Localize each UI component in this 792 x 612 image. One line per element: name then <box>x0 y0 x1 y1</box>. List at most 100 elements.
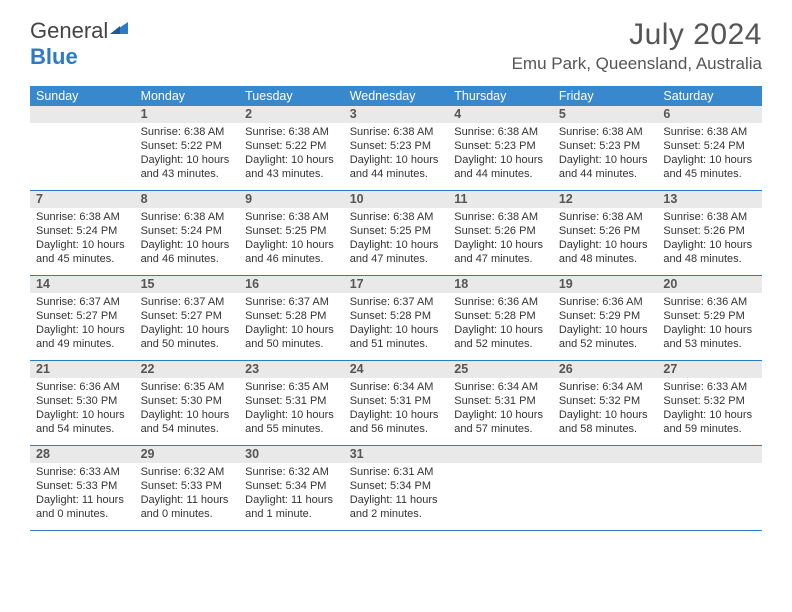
day-cell <box>553 446 658 530</box>
daylight-text: Daylight: 10 hours and 57 minutes. <box>454 408 547 436</box>
day-cell: 9Sunrise: 6:38 AMSunset: 5:25 PMDaylight… <box>239 191 344 275</box>
daylight-text: Daylight: 10 hours and 48 minutes. <box>663 238 756 266</box>
sunrise-text: Sunrise: 6:38 AM <box>141 125 234 139</box>
daylight-text: Daylight: 11 hours and 1 minute. <box>245 493 338 521</box>
sunset-text: Sunset: 5:27 PM <box>141 309 234 323</box>
day-number: 23 <box>239 361 344 378</box>
day-cell: 2Sunrise: 6:38 AMSunset: 5:22 PMDaylight… <box>239 106 344 190</box>
day-cell: 5Sunrise: 6:38 AMSunset: 5:23 PMDaylight… <box>553 106 658 190</box>
day-body <box>30 123 135 129</box>
day-number: 29 <box>135 446 240 463</box>
sunrise-text: Sunrise: 6:34 AM <box>454 380 547 394</box>
day-cell <box>30 106 135 190</box>
sunset-text: Sunset: 5:23 PM <box>559 139 652 153</box>
day-cell: 6Sunrise: 6:38 AMSunset: 5:24 PMDaylight… <box>657 106 762 190</box>
daylight-text: Daylight: 10 hours and 52 minutes. <box>454 323 547 351</box>
day-body: Sunrise: 6:38 AMSunset: 5:26 PMDaylight:… <box>448 208 553 270</box>
day-cell: 14Sunrise: 6:37 AMSunset: 5:27 PMDayligh… <box>30 276 135 360</box>
sunset-text: Sunset: 5:24 PM <box>141 224 234 238</box>
day-body: Sunrise: 6:38 AMSunset: 5:22 PMDaylight:… <box>135 123 240 185</box>
day-number: 24 <box>344 361 449 378</box>
day-cell: 8Sunrise: 6:38 AMSunset: 5:24 PMDaylight… <box>135 191 240 275</box>
daylight-text: Daylight: 10 hours and 49 minutes. <box>36 323 129 351</box>
day-cell: 17Sunrise: 6:37 AMSunset: 5:28 PMDayligh… <box>344 276 449 360</box>
daylight-text: Daylight: 10 hours and 43 minutes. <box>141 153 234 181</box>
week-row: 7Sunrise: 6:38 AMSunset: 5:24 PMDaylight… <box>30 191 762 276</box>
day-body: Sunrise: 6:37 AMSunset: 5:28 PMDaylight:… <box>344 293 449 355</box>
daylight-text: Daylight: 10 hours and 50 minutes. <box>141 323 234 351</box>
logo-text: GeneralBlue <box>30 18 128 70</box>
daylight-text: Daylight: 10 hours and 48 minutes. <box>559 238 652 266</box>
sunrise-text: Sunrise: 6:38 AM <box>663 210 756 224</box>
day-body: Sunrise: 6:33 AMSunset: 5:32 PMDaylight:… <box>657 378 762 440</box>
sunset-text: Sunset: 5:31 PM <box>245 394 338 408</box>
sunset-text: Sunset: 5:26 PM <box>663 224 756 238</box>
day-cell: 25Sunrise: 6:34 AMSunset: 5:31 PMDayligh… <box>448 361 553 445</box>
sunrise-text: Sunrise: 6:36 AM <box>36 380 129 394</box>
dow-monday: Monday <box>135 86 240 106</box>
daylight-text: Daylight: 10 hours and 59 minutes. <box>663 408 756 436</box>
day-cell: 20Sunrise: 6:36 AMSunset: 5:29 PMDayligh… <box>657 276 762 360</box>
day-number: 10 <box>344 191 449 208</box>
sunrise-text: Sunrise: 6:35 AM <box>141 380 234 394</box>
day-body: Sunrise: 6:36 AMSunset: 5:29 PMDaylight:… <box>657 293 762 355</box>
day-body: Sunrise: 6:38 AMSunset: 5:24 PMDaylight:… <box>135 208 240 270</box>
weeks-container: 1Sunrise: 6:38 AMSunset: 5:22 PMDaylight… <box>30 106 762 531</box>
day-cell: 30Sunrise: 6:32 AMSunset: 5:34 PMDayligh… <box>239 446 344 530</box>
sunrise-text: Sunrise: 6:38 AM <box>245 210 338 224</box>
sunrise-text: Sunrise: 6:38 AM <box>559 210 652 224</box>
day-number <box>657 446 762 463</box>
daylight-text: Daylight: 10 hours and 46 minutes. <box>245 238 338 266</box>
dow-tuesday: Tuesday <box>239 86 344 106</box>
day-body: Sunrise: 6:35 AMSunset: 5:31 PMDaylight:… <box>239 378 344 440</box>
sunrise-text: Sunrise: 6:38 AM <box>245 125 338 139</box>
week-row: 1Sunrise: 6:38 AMSunset: 5:22 PMDaylight… <box>30 106 762 191</box>
day-number: 5 <box>553 106 658 123</box>
sunrise-text: Sunrise: 6:38 AM <box>559 125 652 139</box>
day-cell: 19Sunrise: 6:36 AMSunset: 5:29 PMDayligh… <box>553 276 658 360</box>
daylight-text: Daylight: 10 hours and 43 minutes. <box>245 153 338 181</box>
day-number: 22 <box>135 361 240 378</box>
day-number: 15 <box>135 276 240 293</box>
day-number: 21 <box>30 361 135 378</box>
day-number <box>448 446 553 463</box>
sunset-text: Sunset: 5:30 PM <box>141 394 234 408</box>
daylight-text: Daylight: 10 hours and 45 minutes. <box>663 153 756 181</box>
sunrise-text: Sunrise: 6:38 AM <box>141 210 234 224</box>
sunrise-text: Sunrise: 6:38 AM <box>454 125 547 139</box>
daylight-text: Daylight: 10 hours and 46 minutes. <box>141 238 234 266</box>
day-number: 25 <box>448 361 553 378</box>
sunrise-text: Sunrise: 6:31 AM <box>350 465 443 479</box>
daylight-text: Daylight: 10 hours and 44 minutes. <box>559 153 652 181</box>
day-body: Sunrise: 6:38 AMSunset: 5:25 PMDaylight:… <box>344 208 449 270</box>
day-cell: 27Sunrise: 6:33 AMSunset: 5:32 PMDayligh… <box>657 361 762 445</box>
day-cell: 10Sunrise: 6:38 AMSunset: 5:25 PMDayligh… <box>344 191 449 275</box>
daylight-text: Daylight: 10 hours and 51 minutes. <box>350 323 443 351</box>
day-cell: 16Sunrise: 6:37 AMSunset: 5:28 PMDayligh… <box>239 276 344 360</box>
dow-saturday: Saturday <box>657 86 762 106</box>
day-body: Sunrise: 6:32 AMSunset: 5:33 PMDaylight:… <box>135 463 240 525</box>
day-number <box>553 446 658 463</box>
sunset-text: Sunset: 5:27 PM <box>36 309 129 323</box>
daylight-text: Daylight: 10 hours and 56 minutes. <box>350 408 443 436</box>
day-cell <box>448 446 553 530</box>
day-number: 9 <box>239 191 344 208</box>
day-number: 20 <box>657 276 762 293</box>
day-cell: 11Sunrise: 6:38 AMSunset: 5:26 PMDayligh… <box>448 191 553 275</box>
header: GeneralBlue July 2024 Emu Park, Queensla… <box>0 0 792 78</box>
day-number: 7 <box>30 191 135 208</box>
day-body: Sunrise: 6:37 AMSunset: 5:27 PMDaylight:… <box>30 293 135 355</box>
week-row: 14Sunrise: 6:37 AMSunset: 5:27 PMDayligh… <box>30 276 762 361</box>
sunset-text: Sunset: 5:24 PM <box>36 224 129 238</box>
sunset-text: Sunset: 5:33 PM <box>141 479 234 493</box>
day-body: Sunrise: 6:38 AMSunset: 5:26 PMDaylight:… <box>657 208 762 270</box>
day-body: Sunrise: 6:38 AMSunset: 5:23 PMDaylight:… <box>553 123 658 185</box>
day-body: Sunrise: 6:36 AMSunset: 5:30 PMDaylight:… <box>30 378 135 440</box>
day-cell: 15Sunrise: 6:37 AMSunset: 5:27 PMDayligh… <box>135 276 240 360</box>
day-number: 14 <box>30 276 135 293</box>
day-number: 17 <box>344 276 449 293</box>
day-number: 28 <box>30 446 135 463</box>
day-cell: 18Sunrise: 6:36 AMSunset: 5:28 PMDayligh… <box>448 276 553 360</box>
sunset-text: Sunset: 5:31 PM <box>350 394 443 408</box>
day-number: 18 <box>448 276 553 293</box>
